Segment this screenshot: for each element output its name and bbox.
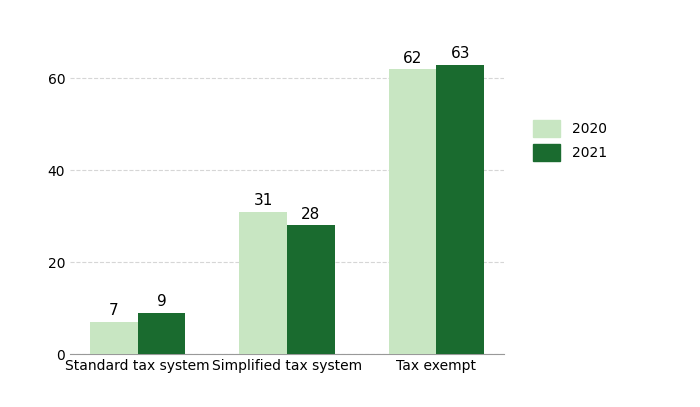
Bar — [239, 212, 287, 354]
Bar — [389, 69, 436, 354]
Bar — [138, 313, 186, 354]
Legend: 2020, 2021: 2020, 2021 — [533, 120, 607, 161]
Text: 31: 31 — [253, 193, 273, 208]
Text: 62: 62 — [402, 50, 422, 66]
Text: 63: 63 — [451, 46, 470, 61]
Text: 28: 28 — [301, 207, 321, 222]
Bar — [90, 322, 138, 354]
Bar — [287, 225, 335, 354]
Text: 7: 7 — [108, 303, 118, 318]
Text: 9: 9 — [157, 294, 167, 309]
Bar — [436, 65, 484, 354]
